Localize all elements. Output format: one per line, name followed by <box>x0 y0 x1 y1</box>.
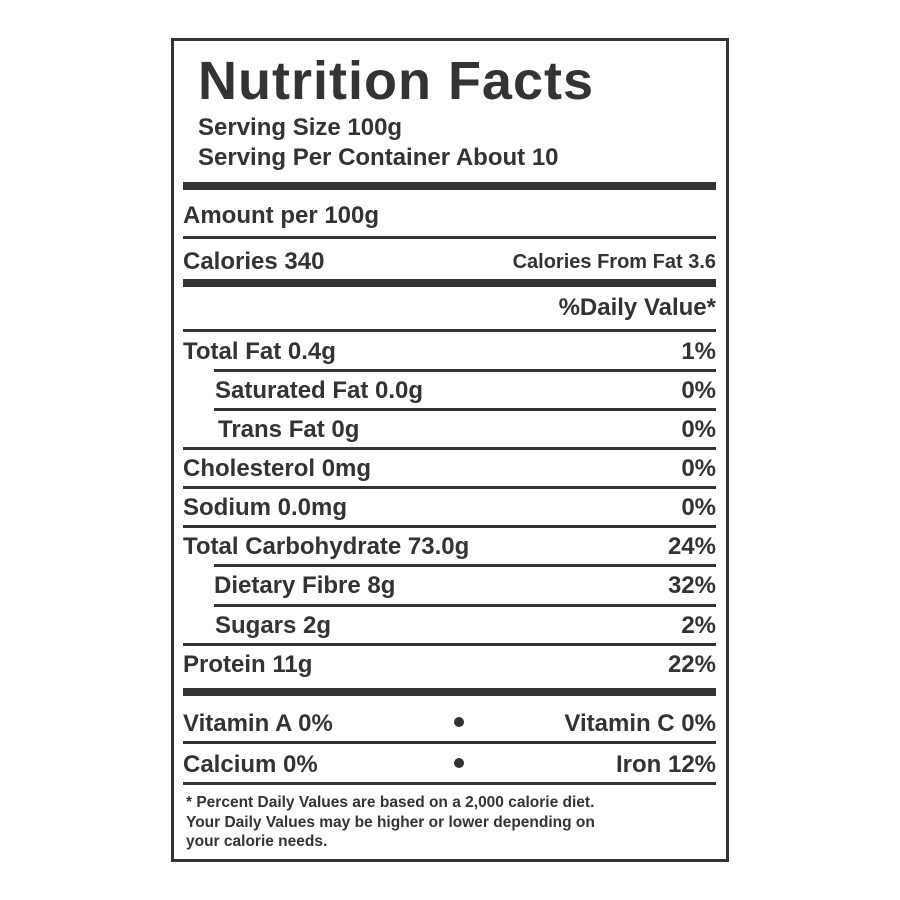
daily-value-header: %Daily Value* <box>558 294 716 321</box>
vitamin: Iron 12% <box>615 751 716 778</box>
nutrient-dv: 0% <box>681 494 716 521</box>
nutrient-dv: 0% <box>681 377 716 404</box>
bullet <box>454 717 464 727</box>
divider <box>183 688 716 696</box>
nutrient-dv: 32% <box>667 572 716 599</box>
vitamin: Calcium 0% <box>183 751 318 778</box>
nutrient-dv: 0% <box>681 455 716 482</box>
divider <box>214 408 716 411</box>
nutrient-label: Cholesterol 0mg <box>183 455 372 482</box>
nutrient-label: Trans Fat 0g <box>218 416 360 443</box>
divider <box>183 447 716 450</box>
footnote: Your Daily Values may be higher or lower… <box>186 814 595 831</box>
calories: Calories 340 <box>183 248 325 275</box>
nutrient-label: Dietary Fibre 8g <box>214 572 396 599</box>
nutrient-label: Protein 11g <box>183 651 313 678</box>
vitamin: Vitamin A 0% <box>183 710 333 737</box>
divider <box>183 236 716 239</box>
serving-size: Serving Size 100g <box>198 114 403 141</box>
calories-from-fat: Calories From Fat 3.6 <box>512 251 716 273</box>
nutrient-label: Total Carbohydrate 73.0g <box>183 533 470 560</box>
nutrient-dv: 22% <box>667 651 716 678</box>
vitamin: Vitamin C 0% <box>564 710 716 737</box>
bullet <box>454 758 464 768</box>
divider <box>183 279 716 287</box>
divider <box>183 525 716 528</box>
nutrient-dv: 2% <box>681 612 716 639</box>
divider <box>183 486 716 489</box>
servings-per-container: Serving Per Container About 10 <box>198 144 559 171</box>
title: Nutrition Facts <box>198 51 595 111</box>
label-border <box>171 38 729 862</box>
nutrient-label: Sugars 2g <box>215 612 332 639</box>
amount-per: Amount per 100g <box>183 202 380 229</box>
divider <box>214 564 716 567</box>
footnote: your calorie needs. <box>186 833 328 850</box>
divider <box>183 782 716 785</box>
divider <box>214 369 716 372</box>
divider <box>183 329 716 332</box>
nutrient-dv: 1% <box>681 338 716 365</box>
nutrient-label: Total Fat 0.4g <box>183 338 336 365</box>
divider <box>214 604 716 607</box>
nutrient-dv: 0% <box>681 416 716 443</box>
divider <box>183 741 716 744</box>
footnote: * Percent Daily Values are based on a 2,… <box>186 794 595 811</box>
nutrient-label: Saturated Fat 0.0g <box>215 377 424 404</box>
nutrient-label: Sodium 0.0mg <box>183 494 348 521</box>
divider <box>183 182 716 190</box>
divider <box>183 643 716 646</box>
nutrient-dv: 24% <box>667 533 716 560</box>
